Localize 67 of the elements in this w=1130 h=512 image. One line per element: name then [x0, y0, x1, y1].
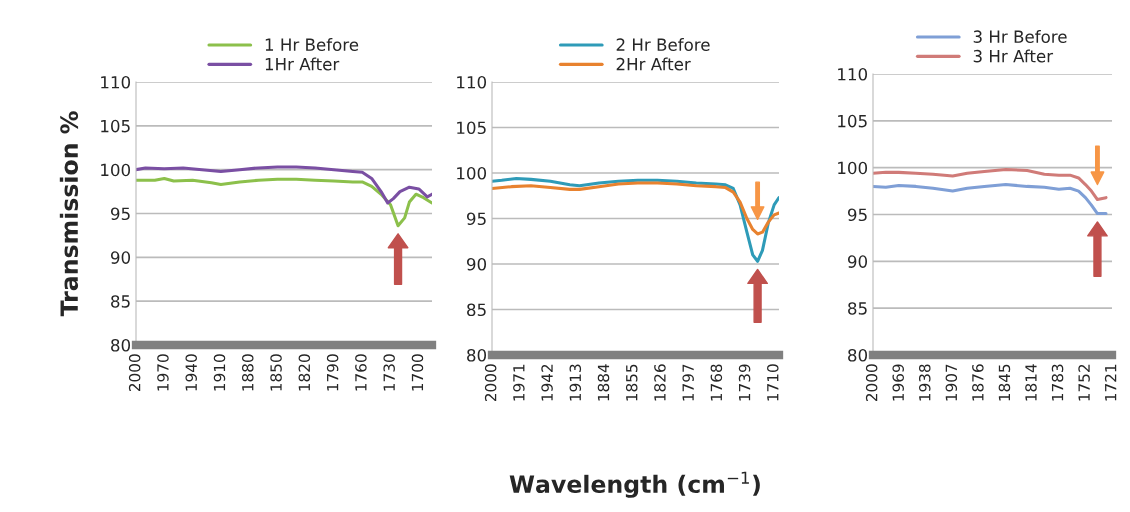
x-tick-label: 1970: [157, 354, 169, 391]
y-tick-label: 105: [838, 114, 867, 128]
x-tick-label: 2000: [484, 364, 497, 402]
line-series: [873, 183, 1108, 216]
y-tick-label: 110: [838, 67, 868, 81]
x-tick-label: 1820: [298, 354, 311, 391]
y-tick-label: 95: [466, 212, 486, 226]
y-tick-label: 100: [101, 163, 131, 177]
y-tick-label: 85: [111, 295, 130, 308]
y-axis-title: Transmission %: [59, 111, 79, 317]
x-axis-title: Wavelength (cm$^{−1}$): [509, 471, 760, 498]
x-tick-label: 1971: [513, 364, 525, 401]
x-tick-label: 1730: [383, 354, 395, 391]
x-tick-label: 2000: [128, 354, 141, 392]
legend-label: 3 Hr After: [973, 49, 1054, 63]
y-tick-label: 80: [848, 348, 868, 362]
x-tick-label: 1826: [654, 364, 666, 401]
y-tick-label: 90: [110, 251, 131, 264]
y-tick-label: 110: [457, 75, 487, 89]
y-tick-label: 80: [467, 348, 487, 362]
y-tick-label: 90: [466, 257, 487, 271]
y-tick-label: 110: [101, 75, 131, 89]
x-tick-label: 1910: [213, 354, 226, 391]
x-tick-label: 1752: [1078, 364, 1090, 401]
legend-label: 1 Hr Before: [265, 38, 359, 51]
x-tick-label: 1814: [1025, 364, 1037, 401]
y-tick-label: 85: [467, 303, 486, 317]
x-tick-label: 1913: [569, 364, 582, 401]
x-tick-label: 1940: [185, 354, 197, 391]
x-tick-label: 1938: [918, 364, 931, 401]
x-tick-label: 1942: [541, 364, 553, 401]
x-tick-label: 1710: [767, 364, 779, 401]
x-tick-label: 1739: [738, 364, 751, 401]
y-tick-label: 80: [111, 338, 131, 352]
line-series: [492, 176, 779, 263]
y-tick-label: 105: [457, 121, 486, 135]
y-tick-label: 100: [457, 166, 487, 180]
x-tick-label: 1797: [682, 364, 694, 401]
x-tick-label: 1907: [945, 364, 958, 401]
legend-label: 1Hr After: [265, 57, 340, 71]
x-tick-label: 1876: [972, 364, 984, 401]
x-tick-label: 1880: [242, 354, 254, 391]
legend-label: 2Hr After: [616, 57, 691, 71]
x-tick-label: 1783: [1051, 364, 1064, 401]
x-tick-label: 1969: [892, 364, 904, 401]
x-tick-label: 1884: [597, 364, 610, 401]
y-tick-label: 105: [101, 119, 130, 133]
line-series: [136, 165, 432, 205]
y-tick-label: 95: [847, 208, 867, 222]
line-series: [492, 181, 779, 236]
x-tick-label: 2000: [865, 364, 878, 402]
x-tick-label: 1845: [998, 364, 1011, 401]
x-tick-label: 1855: [625, 364, 638, 401]
legend-label: 2 Hr Before: [616, 38, 710, 51]
line-series: [136, 176, 432, 228]
x-tick-label: 1850: [270, 354, 282, 391]
y-tick-label: 90: [847, 255, 868, 268]
legend-label: 3 Hr Before: [973, 30, 1067, 43]
x-tick-label: 1721: [1104, 364, 1117, 401]
line-series: [873, 168, 1108, 202]
y-tick-label: 85: [848, 302, 867, 315]
y-tick-label: 100: [838, 161, 868, 175]
y-tick-label: 95: [110, 207, 130, 221]
x-tick-label: 1700: [411, 354, 424, 391]
x-tick-label: 1760: [355, 354, 367, 391]
x-tick-label: 1790: [326, 354, 339, 391]
x-tick-label: 1768: [710, 364, 723, 401]
